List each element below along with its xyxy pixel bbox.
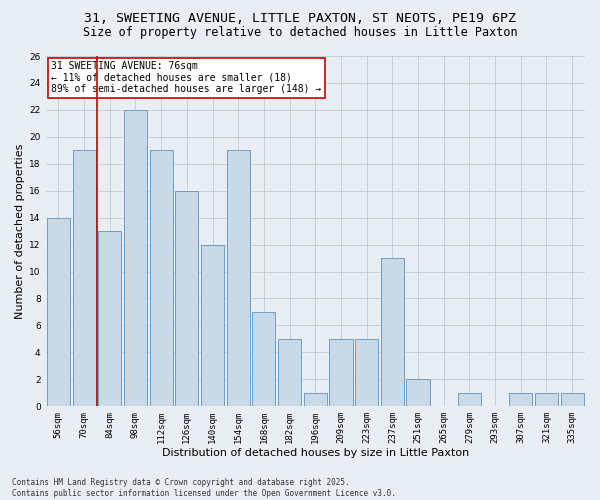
Text: 31, SWEETING AVENUE, LITTLE PAXTON, ST NEOTS, PE19 6PZ: 31, SWEETING AVENUE, LITTLE PAXTON, ST N… [84, 12, 516, 26]
Y-axis label: Number of detached properties: Number of detached properties [15, 144, 25, 319]
Bar [278, 339, 301, 406]
Bar [227, 150, 250, 406]
Text: 31 SWEETING AVENUE: 76sqm
← 11% of detached houses are smaller (18)
89% of semi-: 31 SWEETING AVENUE: 76sqm ← 11% of detac… [51, 62, 321, 94]
Bar [124, 110, 147, 406]
Text: Size of property relative to detached houses in Little Paxton: Size of property relative to detached ho… [83, 26, 517, 39]
Bar [535, 393, 558, 406]
Bar [560, 393, 584, 406]
Bar [73, 150, 95, 406]
Bar [458, 393, 481, 406]
X-axis label: Distribution of detached houses by size in Little Paxton: Distribution of detached houses by size … [161, 448, 469, 458]
Bar [47, 218, 70, 406]
Bar [355, 339, 378, 406]
Bar [329, 339, 353, 406]
Bar [98, 231, 121, 406]
Bar [509, 393, 532, 406]
Bar [201, 244, 224, 406]
Bar [149, 150, 173, 406]
Bar [304, 393, 327, 406]
Bar [381, 258, 404, 406]
Bar [253, 312, 275, 406]
Text: Contains HM Land Registry data © Crown copyright and database right 2025.
Contai: Contains HM Land Registry data © Crown c… [12, 478, 396, 498]
Bar [175, 190, 199, 406]
Bar [406, 380, 430, 406]
